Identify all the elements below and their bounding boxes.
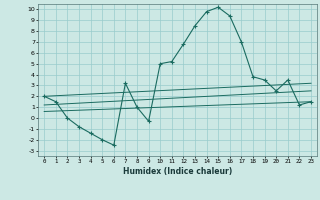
X-axis label: Humidex (Indice chaleur): Humidex (Indice chaleur) (123, 167, 232, 176)
